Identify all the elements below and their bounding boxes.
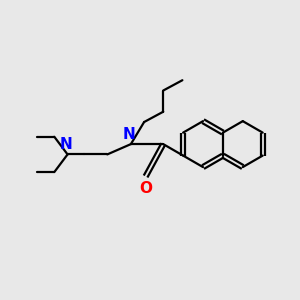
Text: N: N xyxy=(123,127,136,142)
Text: O: O xyxy=(139,181,152,196)
Text: N: N xyxy=(60,137,73,152)
